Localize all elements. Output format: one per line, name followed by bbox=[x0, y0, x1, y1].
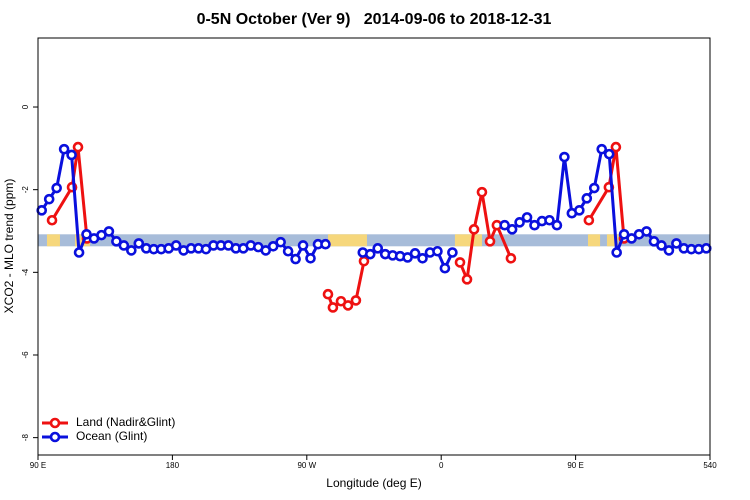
data-point bbox=[618, 229, 630, 240]
data-point bbox=[327, 302, 339, 313]
data-point bbox=[409, 248, 421, 259]
data-point bbox=[402, 252, 413, 263]
data-point bbox=[468, 224, 480, 235]
y-tick-label: -2 bbox=[21, 186, 30, 194]
data-point bbox=[663, 245, 675, 256]
data-point bbox=[350, 295, 362, 306]
data-point bbox=[364, 248, 376, 260]
data-point bbox=[603, 148, 615, 160]
data-point bbox=[358, 255, 370, 267]
x-tick-label: 540 bbox=[703, 461, 717, 470]
data-point bbox=[297, 240, 309, 251]
data-point bbox=[170, 240, 182, 251]
data-point bbox=[581, 193, 593, 204]
data-point bbox=[372, 243, 384, 254]
y-axis-label: XCO2 - MLO trend (ppm) bbox=[2, 179, 16, 314]
data-point bbox=[322, 288, 334, 300]
data-point bbox=[342, 300, 354, 311]
data-point bbox=[103, 226, 115, 237]
data-point bbox=[499, 219, 510, 231]
data-point bbox=[484, 236, 496, 247]
legend-marker bbox=[49, 417, 61, 429]
data-point bbox=[133, 238, 145, 249]
data-point bbox=[514, 217, 525, 228]
data-point bbox=[700, 243, 712, 254]
data-point bbox=[282, 245, 294, 257]
data-point bbox=[648, 236, 660, 247]
data-point bbox=[118, 240, 130, 251]
data-point bbox=[544, 214, 555, 226]
data-point bbox=[641, 226, 652, 237]
data-point bbox=[610, 141, 622, 153]
data-point bbox=[275, 236, 286, 248]
y-tick-label: -8 bbox=[21, 434, 30, 442]
data-point bbox=[506, 224, 518, 235]
data-point bbox=[505, 252, 517, 264]
land-band bbox=[454, 234, 482, 247]
x-tick-label: 180 bbox=[166, 461, 180, 470]
data-point bbox=[267, 240, 279, 252]
data-point bbox=[439, 262, 451, 274]
legend-label: Land (Nadir&Glint) bbox=[76, 415, 175, 429]
data-point bbox=[626, 233, 637, 244]
x-tick-label: 0 bbox=[439, 461, 444, 470]
data-point bbox=[320, 238, 331, 250]
data-point bbox=[51, 182, 62, 194]
legend-marker bbox=[49, 431, 61, 443]
data-point bbox=[81, 229, 92, 240]
data-point bbox=[596, 143, 608, 155]
data-point bbox=[656, 240, 667, 251]
chart-title: 0-5N October (Ver 9) 2014-09-06 to 2018-… bbox=[197, 11, 552, 28]
data-point bbox=[46, 214, 58, 226]
data-point bbox=[260, 245, 272, 256]
x-tick-label: 90 E bbox=[30, 461, 46, 470]
data-point bbox=[461, 274, 473, 285]
data-point bbox=[454, 257, 466, 268]
data-point bbox=[43, 193, 55, 205]
data-point bbox=[290, 253, 301, 265]
data-point bbox=[36, 205, 48, 216]
data-point bbox=[521, 212, 533, 223]
data-point bbox=[529, 219, 540, 231]
legend-label: Ocean (Glint) bbox=[76, 429, 147, 443]
data-point bbox=[551, 219, 563, 231]
data-point bbox=[671, 238, 682, 249]
data-point bbox=[417, 252, 428, 264]
data-point bbox=[305, 252, 316, 264]
data-point bbox=[111, 236, 122, 247]
x-tick-label: 90 E bbox=[567, 461, 583, 470]
data-point bbox=[432, 245, 443, 257]
data-point bbox=[574, 205, 585, 216]
ocean-band bbox=[38, 234, 710, 247]
data-point bbox=[72, 141, 84, 153]
data-point bbox=[126, 245, 137, 256]
plot-frame bbox=[37, 37, 711, 456]
data-point bbox=[611, 247, 622, 258]
data-point bbox=[66, 149, 77, 161]
y-tick-label: 0 bbox=[21, 104, 30, 109]
y-tick-label: -6 bbox=[21, 351, 30, 359]
land-band bbox=[587, 234, 601, 247]
x-tick-label: 90 W bbox=[297, 461, 316, 470]
land-band bbox=[328, 234, 367, 247]
data-point bbox=[559, 151, 570, 163]
land-band bbox=[46, 234, 60, 247]
data-point bbox=[476, 186, 488, 198]
x-axis-label: Longitude (deg E) bbox=[326, 476, 421, 490]
data-point bbox=[58, 143, 70, 155]
data-point bbox=[73, 247, 85, 258]
data-point bbox=[447, 247, 458, 258]
data-point bbox=[588, 182, 600, 194]
data-point bbox=[583, 214, 595, 226]
land-band bbox=[606, 234, 619, 247]
legend: Land (Nadir&Glint)Ocean (Glint) bbox=[42, 415, 175, 443]
y-tick-label: -4 bbox=[21, 268, 30, 276]
plot-area bbox=[36, 141, 712, 313]
